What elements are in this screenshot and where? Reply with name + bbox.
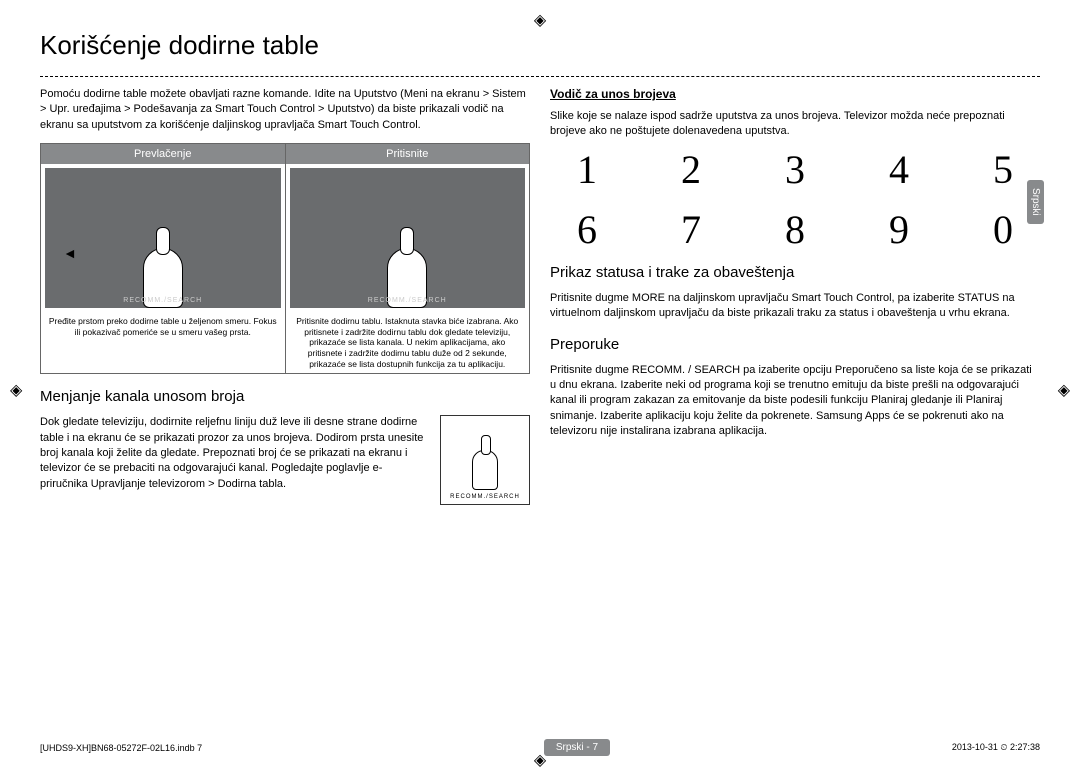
footer-left: [UHDS9-XH]BN68-05272F-02L16.indb 7 — [40, 743, 202, 753]
digit-6: 6 — [577, 210, 597, 250]
digit-0: 0 — [993, 210, 1013, 250]
footer-page-badge: Srpski - 7 — [544, 739, 610, 756]
digit-4: 4 — [889, 150, 909, 190]
digit-1: 1 — [577, 150, 597, 190]
heading-status: Prikaz statusa i trake za obaveštenja — [550, 264, 1040, 281]
gesture-head-press: Pritisnite — [286, 144, 530, 164]
hand-icon — [472, 450, 498, 490]
mini-recomm-label: RECOMM./SEARCH — [450, 494, 520, 500]
channel-row: Dok gledate televiziju, dodirnite reljef… — [40, 415, 530, 505]
digit-7: 7 — [681, 210, 701, 250]
gesture-table: Prevlačenje ◄ RECOMM./SEARCH Pređite prs… — [40, 143, 530, 374]
drag-arrow-icon: ◄ — [63, 245, 77, 261]
digits-body: Slike koje se nalaze ispod sadrže uputst… — [550, 109, 1040, 140]
digit-5: 5 — [993, 150, 1013, 190]
recomm-label: RECOMM./SEARCH — [290, 297, 526, 304]
recommend-body: Pritisnite dugme RECOMM. / SEARCH pa iza… — [550, 363, 1040, 440]
heading-recommend: Preporuke — [550, 336, 1040, 353]
gesture-caption-drag: Pređite prstom preko dodirne table u žel… — [41, 312, 285, 341]
heading-channel: Menjanje kanala unosom broja — [40, 388, 530, 405]
status-body: Pritisnite dugme MORE na daljinskom upra… — [550, 291, 1040, 322]
gesture-head-drag: Prevlačenje — [41, 144, 285, 164]
touchpad-drag-illustration: ◄ RECOMM./SEARCH — [45, 168, 281, 308]
digit-3: 3 — [785, 150, 805, 190]
recomm-label: RECOMM./SEARCH — [45, 297, 281, 304]
page-columns: Pomoću dodirne table možete obavljati ra… — [40, 76, 1040, 505]
right-column: Vodič za unos brojeva Slike koje se nala… — [550, 87, 1040, 505]
gesture-cell-drag: Prevlačenje ◄ RECOMM./SEARCH Pređite prs… — [41, 144, 286, 373]
touchpad-press-illustration: RECOMM./SEARCH — [290, 168, 526, 308]
intro-text: Pomoću dodirne table možete obavljati ra… — [40, 87, 530, 133]
digit-9: 9 — [889, 210, 909, 250]
left-column: Pomoću dodirne table možete obavljati ra… — [40, 87, 530, 505]
footer-right: 2013-10-31 ⏲ 2:27:38 — [952, 742, 1040, 753]
page-title: Korišćenje dodirne table — [40, 30, 1040, 61]
reg-mark-right: ◈ — [1058, 380, 1070, 400]
channel-illustration: RECOMM./SEARCH — [440, 415, 530, 505]
reg-mark-top: ◈ — [534, 10, 546, 30]
digit-8: 8 — [785, 210, 805, 250]
digit-guide: 1 2 3 4 5 6 7 8 9 0 — [550, 150, 1040, 250]
footer: [UHDS9-XH]BN68-05272F-02L16.indb 7 Srpsk… — [40, 739, 1040, 756]
language-tab: Srpski — [1027, 180, 1044, 224]
heading-digits: Vodič za unos brojeva — [550, 87, 1040, 101]
digit-2: 2 — [681, 150, 701, 190]
reg-mark-left: ◈ — [10, 380, 22, 400]
gesture-caption-press: Pritisnite dodirnu tablu. Istaknuta stav… — [286, 312, 530, 373]
gesture-cell-press: Pritisnite RECOMM./SEARCH Pritisnite dod… — [286, 144, 530, 373]
channel-body: Dok gledate televiziju, dodirnite reljef… — [40, 415, 428, 492]
